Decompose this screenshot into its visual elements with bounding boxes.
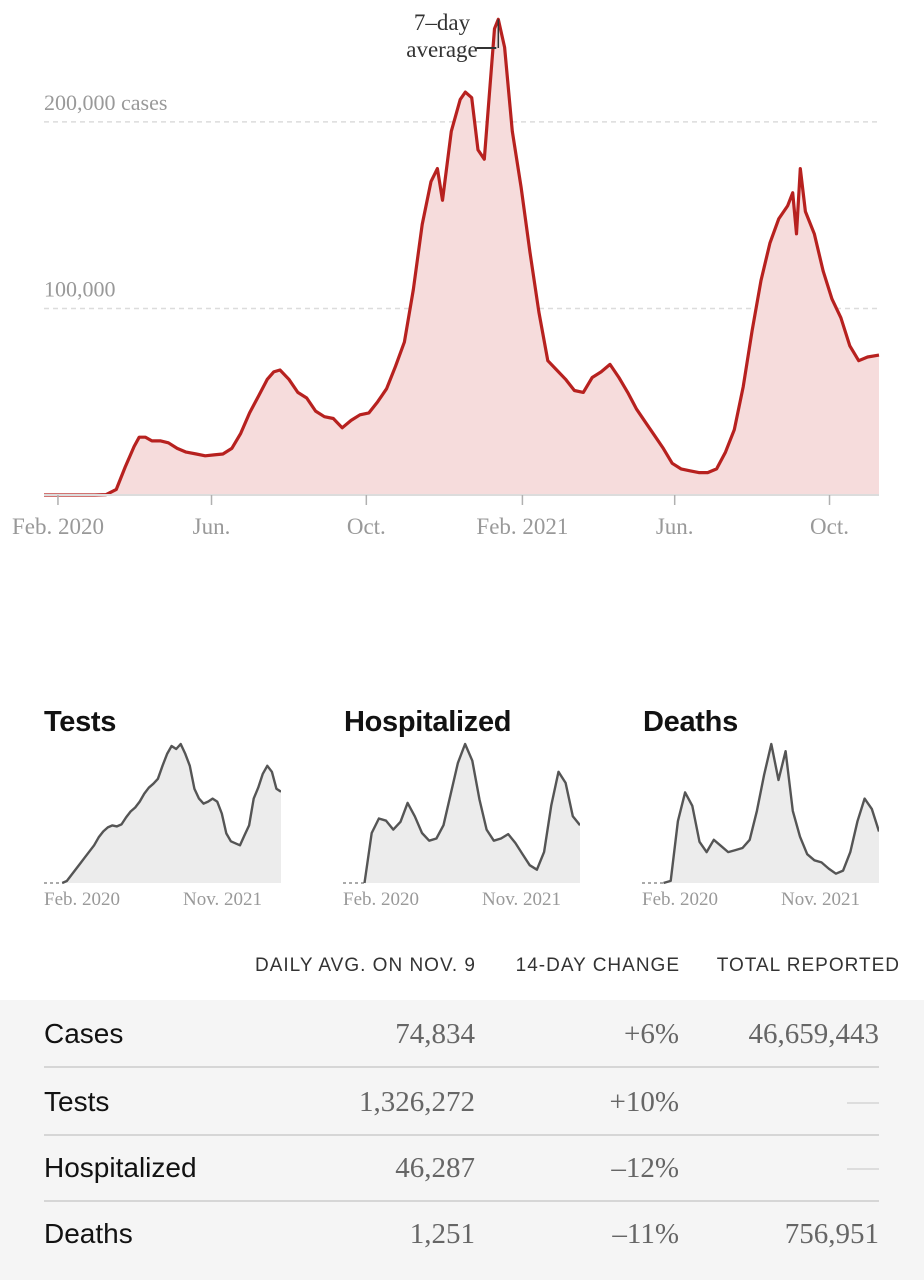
- hospitalized-title: Hospitalized: [344, 706, 512, 738]
- row-daily-avg: 74,834: [395, 1018, 475, 1050]
- table-row-tests: Tests 1,326,272 +10%: [44, 1068, 879, 1136]
- mini-line: [663, 742, 879, 885]
- row-name: Tests: [44, 1086, 110, 1117]
- total-header: TOTAL REPORTED: [716, 955, 900, 976]
- annotation-line-2: average: [406, 37, 478, 62]
- deaths-mini-chart: [642, 742, 879, 885]
- table-row-cases: Cases 74,834 +6% 46,659,443: [44, 1000, 879, 1068]
- deaths-end-label: Nov. 2021: [781, 889, 860, 910]
- mini-line: [61, 742, 281, 885]
- table-row-deaths: Deaths 1,251 –11% 756,951: [44, 1200, 879, 1266]
- annotation-line-1: 7–day: [414, 10, 471, 35]
- no-total-dash: [847, 1102, 879, 1104]
- x-tick-label: Feb. 2020: [12, 514, 104, 539]
- tests-title: Tests: [44, 706, 117, 738]
- mini-line: [363, 742, 580, 884]
- y-tick-label: 100,000: [44, 276, 116, 301]
- hospitalized-mini-chart: [343, 742, 580, 884]
- row-name: Deaths: [44, 1218, 133, 1249]
- row-daily-avg: 46,287: [395, 1152, 475, 1184]
- deaths-start-label: Feb. 2020: [642, 889, 718, 910]
- hospitalized-end-label: Nov. 2021: [482, 889, 561, 910]
- deaths-title: Deaths: [643, 706, 738, 738]
- row-name: Cases: [44, 1018, 124, 1049]
- x-tick-label: Jun.: [656, 514, 694, 539]
- row-name: Hospitalized: [44, 1152, 197, 1183]
- table-row-hospitalized: Hospitalized 46,287 –12%: [44, 1134, 879, 1202]
- x-tick-label: Oct.: [347, 514, 386, 539]
- summary-table: Cases 74,834 +6% 46,659,443 Tests 1,326,…: [0, 1000, 924, 1280]
- row-daily-avg: 1,251: [409, 1218, 475, 1250]
- cases-area: [44, 19, 879, 496]
- mini-area: [62, 744, 281, 883]
- mini-area: [663, 744, 879, 883]
- x-tick-label: Feb. 2021: [476, 514, 568, 539]
- row-change: +10%: [609, 1086, 679, 1118]
- tests-mini-chart: [44, 742, 281, 885]
- cases-chart: 200,000 cases 100,000 Feb. 2020 Jun. Oct. Fe…: [12, 10, 880, 539]
- x-tick-label: Oct.: [810, 514, 849, 539]
- no-total-dash: [847, 1168, 879, 1170]
- hospitalized-start-label: Feb. 2020: [343, 889, 419, 910]
- row-daily-avg: 1,326,272: [359, 1086, 475, 1118]
- row-change: –12%: [611, 1152, 679, 1184]
- row-total: 46,659,443: [748, 1018, 880, 1050]
- tests-end-label: Nov. 2021: [183, 889, 262, 910]
- change-header: 14-DAY CHANGE: [515, 955, 680, 976]
- mini-area: [364, 744, 580, 883]
- row-total: 756,951: [784, 1218, 879, 1250]
- y-tick-label: 200,000 cases: [44, 90, 167, 115]
- cases-line: [44, 17, 880, 497]
- daily-avg-header: DAILY AVG. ON NOV. 9: [255, 955, 476, 976]
- x-tick-label: Jun.: [193, 514, 231, 539]
- row-change: –11%: [612, 1218, 679, 1250]
- tests-start-label: Feb. 2020: [44, 889, 120, 910]
- row-change: +6%: [623, 1018, 679, 1050]
